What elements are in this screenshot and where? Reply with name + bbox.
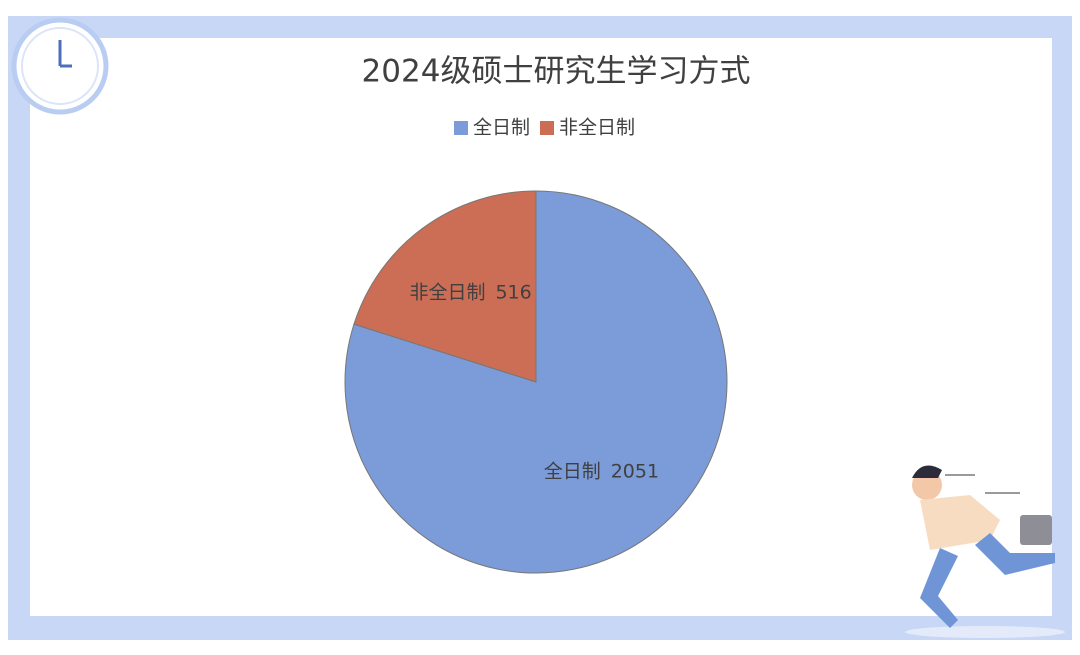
data-label-value: 516 <box>495 281 531 303</box>
legend-swatch <box>540 121 554 135</box>
pie: 全日制 2051 非全日制 516 <box>344 190 728 574</box>
pie-slice <box>353 190 537 383</box>
data-label-value: 2051 <box>611 460 659 482</box>
legend-swatch <box>454 121 468 135</box>
runner-decoration <box>905 465 1065 638</box>
legend: 全日制 非全日制 <box>454 117 635 139</box>
clock-decoration <box>11 17 109 115</box>
legend-label: 非全日制 <box>559 117 635 139</box>
legend-label: 全日制 <box>473 117 530 139</box>
data-label: 全日制 2051 <box>544 460 659 482</box>
data-label-category: 非全日制 <box>409 281 485 303</box>
pie-slice <box>344 190 728 574</box>
data-label-category: 全日制 <box>544 460 601 482</box>
data-label: 非全日制 516 <box>409 281 531 303</box>
chart-title: 2024级硕士研究生学习方式 <box>362 54 751 90</box>
